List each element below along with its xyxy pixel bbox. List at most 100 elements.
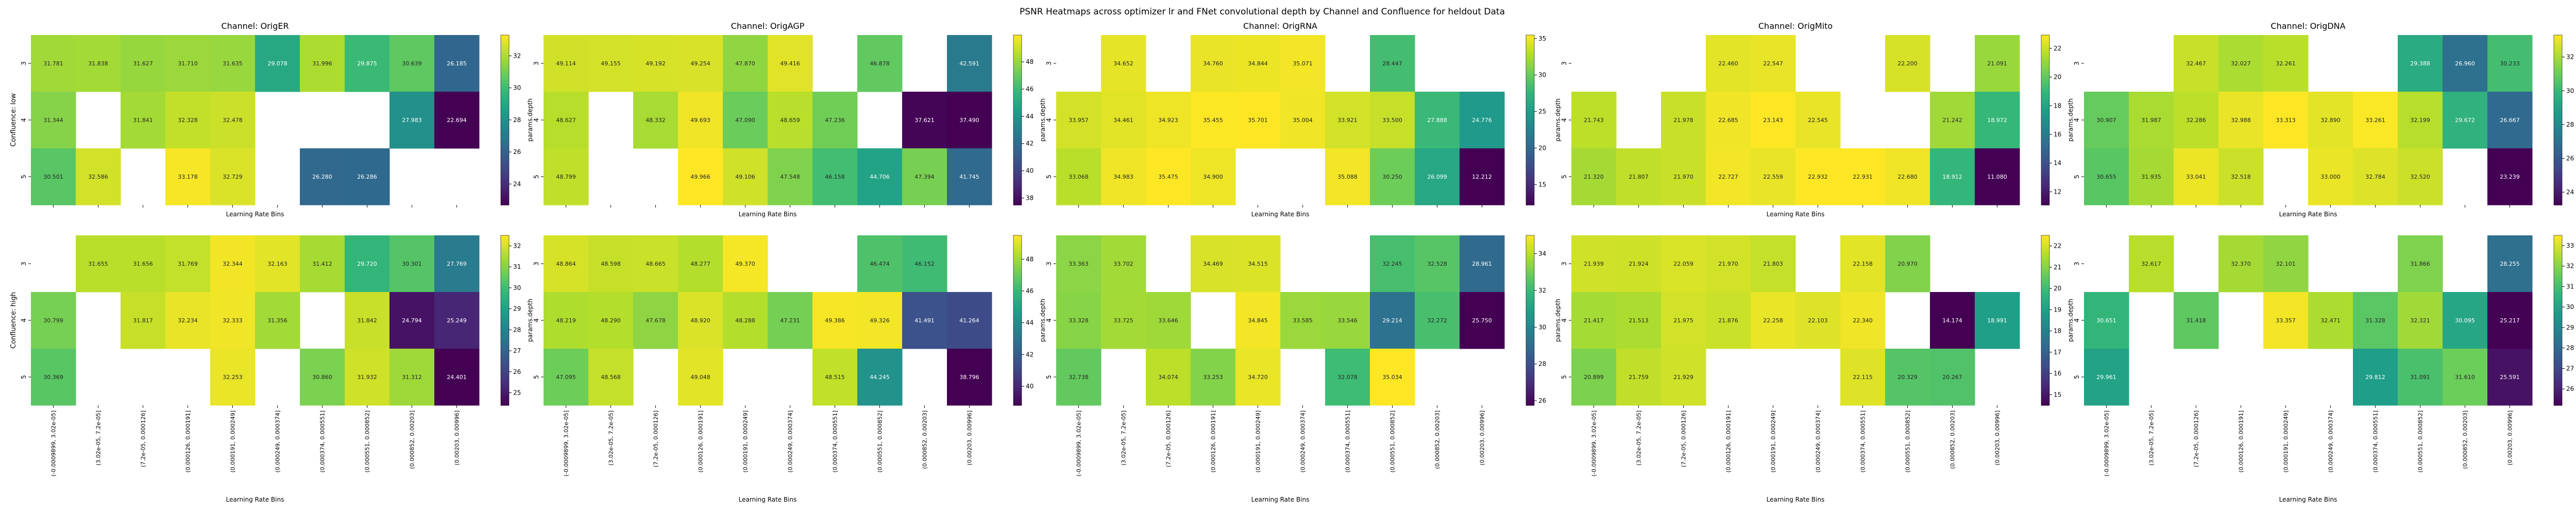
cell-value-label: 47.095 <box>556 374 576 381</box>
colorbar-tick-label: 31 <box>2566 283 2574 290</box>
colorbar-segment <box>501 140 509 143</box>
cell-value-label: 33.921 <box>1337 117 1358 124</box>
heatmap-cell <box>121 292 166 349</box>
heatmap-cell <box>434 92 480 149</box>
heatmap-cell <box>588 35 634 92</box>
cell-value-label: 31.841 <box>133 117 153 124</box>
colorbar-segment <box>2041 337 2049 341</box>
colorbar-segment <box>1526 66 1534 70</box>
x-tick-label: (0.000852, 0.00203] <box>1434 410 1441 469</box>
cell-value-label: 22.932 <box>1808 174 1828 180</box>
colorbar-segment <box>2554 249 2562 253</box>
colorbar-segment <box>501 196 509 200</box>
colorbar-segment <box>2554 148 2562 152</box>
heatmap-cell <box>1370 292 1415 349</box>
x-tick-label: (0.000126, 0.000191] <box>1210 410 1217 473</box>
heatmap-cell <box>588 349 634 406</box>
colorbar-segment <box>501 188 509 192</box>
colorbar-segment <box>501 394 509 398</box>
x-tick-label: (-0.0009899, 3.02e-05] <box>2104 410 2110 476</box>
cell-value-label: 48.920 <box>690 317 710 324</box>
colorbar-tick-label: 26 <box>2566 154 2574 162</box>
colorbar-segment <box>1526 106 1534 109</box>
x-tick-label: (0.000191, 0.000249] <box>1770 410 1777 473</box>
cell-value-label: 31.344 <box>43 117 63 124</box>
colorbar-segment <box>1526 77 1534 81</box>
colorbar-segment <box>501 52 509 56</box>
cell-value-label: 26.667 <box>2500 117 2520 124</box>
cell-value-label: 41.745 <box>959 174 979 180</box>
colorbar-segment <box>1526 306 1534 310</box>
x-tick-label: (3.02e-05, 7.2e-05] <box>608 410 615 466</box>
colorbar-segment <box>1526 340 1534 344</box>
colorbar-segment <box>501 295 509 298</box>
heatmap-panel: Channel: OrigER 31.781 31.838 31.627 31.710 3… <box>10 21 521 218</box>
colorbar-segment <box>2554 383 2562 386</box>
colorbar-segment <box>2041 391 2049 394</box>
colorbar-segment <box>1013 272 1022 276</box>
colorbar-segment <box>1013 145 1022 149</box>
colorbar-segment <box>2041 300 2049 304</box>
colorbar-segment <box>1013 196 1022 200</box>
colorbar-segment <box>2041 306 2049 310</box>
colorbar-segment <box>501 89 509 92</box>
colorbar-tick-label: 21 <box>2054 264 2061 271</box>
heatmap-cell <box>1661 349 1706 406</box>
cell-value-label: 33.178 <box>178 174 198 180</box>
colorbar-segment <box>2041 283 2049 287</box>
colorbar-segment <box>1526 43 1534 47</box>
colorbar-tick-label: 14 <box>2054 160 2061 167</box>
colorbar-segment <box>2041 286 2049 290</box>
colorbar-tick-label: 24 <box>513 180 521 187</box>
colorbar-segment <box>2041 128 2049 132</box>
colorbar-segment <box>501 312 509 315</box>
colorbar-segment <box>2554 332 2562 335</box>
cell-value-label: 25.249 <box>447 317 467 324</box>
heatmap-cell <box>2487 92 2533 149</box>
colorbar-segment <box>2554 269 2562 273</box>
colorbar-segment <box>1526 388 1534 392</box>
heatmap-cell <box>1056 235 1101 293</box>
colorbar-frame <box>2041 235 2050 406</box>
colorbar-segment <box>1013 380 1022 383</box>
x-tick-label: (0.000126, 0.000191] <box>185 410 192 473</box>
colorbar-segment <box>501 179 509 183</box>
colorbar-segment <box>1013 264 1022 267</box>
colorbar-segment <box>2041 191 2049 194</box>
colorbar-segment <box>1526 38 1534 41</box>
heatmap-cell <box>31 92 76 149</box>
y-tick-label: 4 <box>20 318 27 322</box>
cell-value-label: 48.864 <box>556 261 576 267</box>
heatmap-cell <box>723 148 768 205</box>
heatmap-cell <box>210 148 256 205</box>
heatmap-cell <box>2174 92 2219 149</box>
heatmap-cell <box>1101 235 1146 293</box>
cell-value-label: 29.812 <box>2365 374 2385 381</box>
colorbar-segment <box>2041 120 2049 124</box>
colorbar-segment <box>1526 120 1534 124</box>
colorbar-segment <box>2554 157 2562 160</box>
x-axis-label: Learning Rate Bins <box>1251 496 1310 503</box>
figure-suptitle: PSNR Heatmaps across optimizer lr and FN… <box>1020 7 1505 17</box>
x-tick-label: (0.000249, 0.000374] <box>1815 410 1822 473</box>
colorbar-segment <box>1526 394 1534 398</box>
colorbar-segment <box>1526 126 1534 129</box>
colorbar-segment <box>501 334 509 338</box>
cell-value-label: 24.794 <box>402 317 422 324</box>
heatmap-panel: 21.939 21.924 22.059 21.970 21.803 22.158 20.9… <box>1554 235 2061 503</box>
colorbar-segment <box>501 289 509 293</box>
y-axis-label: params.depth <box>2067 98 2074 142</box>
cell-value-label: 31.312 <box>402 374 422 381</box>
colorbar-segment <box>1013 249 1022 253</box>
colorbar-segment <box>501 360 509 364</box>
y-tick-label: 4 <box>1561 118 1568 122</box>
colorbar-segment <box>2041 63 2049 67</box>
heatmap-cell <box>2263 92 2309 149</box>
cell-value-label: 30.799 <box>43 317 63 324</box>
colorbar-segment <box>2041 92 2049 95</box>
colorbar-segment <box>501 46 509 50</box>
colorbar-segment <box>501 400 509 403</box>
heatmap-cell <box>947 349 992 406</box>
colorbar-segment <box>501 374 509 377</box>
colorbar-tick-label: 15 <box>2054 391 2061 398</box>
